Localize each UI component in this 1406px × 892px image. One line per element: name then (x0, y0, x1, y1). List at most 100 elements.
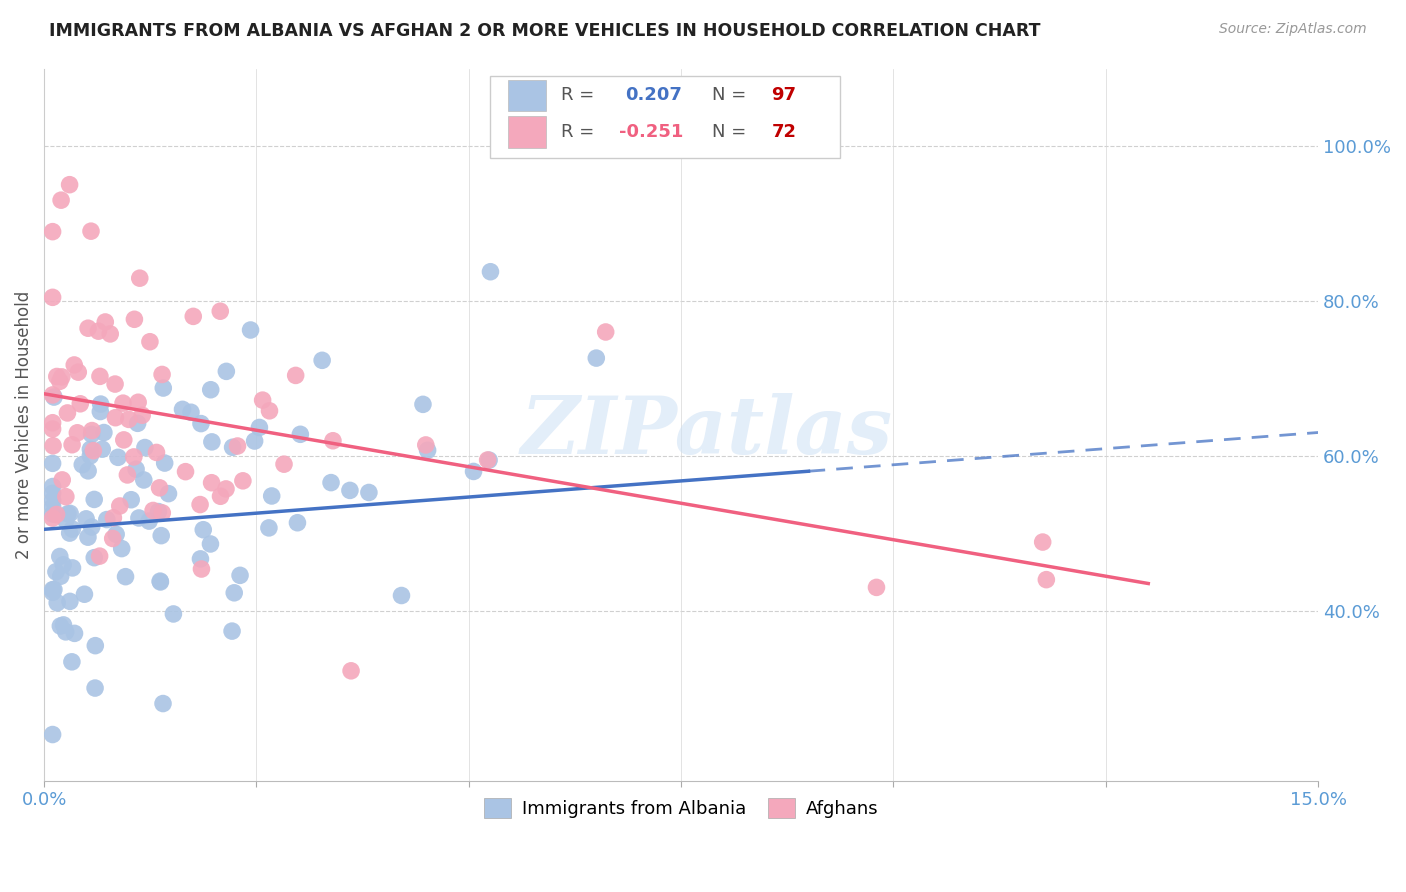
Point (41, 493, 63, 508)
Point (89, 369, 111, 384)
Point (257, 521, 280, 535)
Point (479, 265, 502, 279)
Point (91, 442, 114, 457)
Point (73, 587, 96, 601)
Point (311, 353, 333, 368)
Point (41, 290, 63, 304)
Text: 0.207: 0.207 (626, 87, 682, 104)
Point (98, 326, 121, 341)
Point (60, 438, 83, 452)
Point (90, 397, 112, 411)
Point (416, 443, 439, 458)
Point (412, 397, 434, 411)
Point (190, 417, 212, 431)
Point (94, 315, 117, 329)
Point (127, 395, 149, 409)
Point (62, 561, 84, 575)
Point (477, 453, 499, 467)
FancyBboxPatch shape (491, 76, 841, 158)
Point (391, 589, 413, 603)
Point (49, 374, 72, 388)
Point (131, 409, 153, 423)
Point (60, 655, 83, 669)
Point (104, 410, 127, 425)
Point (153, 456, 176, 470)
Point (290, 427, 312, 442)
Point (249, 420, 271, 434)
Point (120, 492, 142, 507)
Point (139, 334, 162, 349)
Text: -0.251: -0.251 (619, 123, 683, 141)
Point (87, 324, 110, 338)
Point (105, 527, 128, 541)
Point (181, 310, 204, 324)
Point (259, 404, 281, 418)
Point (67, 365, 90, 379)
Point (128, 271, 150, 285)
Point (128, 511, 150, 525)
Text: Source: ZipAtlas.com: Source: ZipAtlas.com (1219, 22, 1367, 37)
Point (96, 512, 118, 526)
Point (41, 511, 63, 525)
Point (463, 465, 485, 479)
Point (585, 351, 607, 365)
Point (226, 439, 249, 453)
Point (55, 624, 77, 639)
Text: N =: N = (711, 87, 752, 104)
Text: R =: R = (561, 123, 600, 141)
Point (229, 568, 252, 582)
Point (232, 474, 254, 488)
Point (284, 368, 307, 383)
Point (51, 370, 73, 384)
Point (103, 510, 125, 524)
Point (319, 475, 342, 490)
Point (190, 562, 212, 576)
Point (142, 503, 165, 517)
Y-axis label: 2 or more Vehicles in Household: 2 or more Vehicles in Household (15, 291, 32, 559)
Point (41, 456, 63, 470)
FancyBboxPatch shape (508, 116, 546, 148)
Point (41, 479, 63, 493)
Point (49, 549, 72, 564)
Point (150, 506, 173, 520)
Point (193, 523, 215, 537)
Point (46, 596, 69, 610)
Point (104, 377, 127, 392)
Point (41, 582, 63, 597)
Point (215, 364, 238, 378)
Point (134, 441, 156, 455)
Point (209, 489, 232, 503)
Point (322, 434, 344, 448)
Point (41, 416, 63, 430)
Legend: Immigrants from Albania, Afghans: Immigrants from Albania, Afghans (477, 791, 886, 825)
Point (112, 396, 135, 410)
Point (149, 574, 172, 588)
Point (45, 369, 67, 384)
Point (84, 639, 107, 653)
Point (41, 422, 63, 436)
Point (200, 475, 222, 490)
Point (162, 607, 184, 621)
Point (124, 312, 146, 326)
Point (49, 193, 72, 207)
Point (114, 569, 136, 583)
Point (77, 464, 100, 478)
Point (59, 507, 82, 521)
Point (190, 552, 212, 566)
Point (42, 390, 65, 404)
Point (260, 489, 283, 503)
Point (59, 594, 82, 608)
Point (60, 522, 83, 536)
Point (174, 465, 197, 479)
Point (478, 453, 501, 467)
Point (157, 486, 180, 500)
Point (42, 439, 65, 453)
Point (117, 467, 139, 482)
Point (63, 358, 86, 372)
Point (89, 549, 111, 563)
Point (63, 626, 86, 640)
Point (127, 417, 149, 431)
Point (200, 383, 222, 397)
Point (138, 514, 160, 528)
Point (84, 681, 107, 695)
